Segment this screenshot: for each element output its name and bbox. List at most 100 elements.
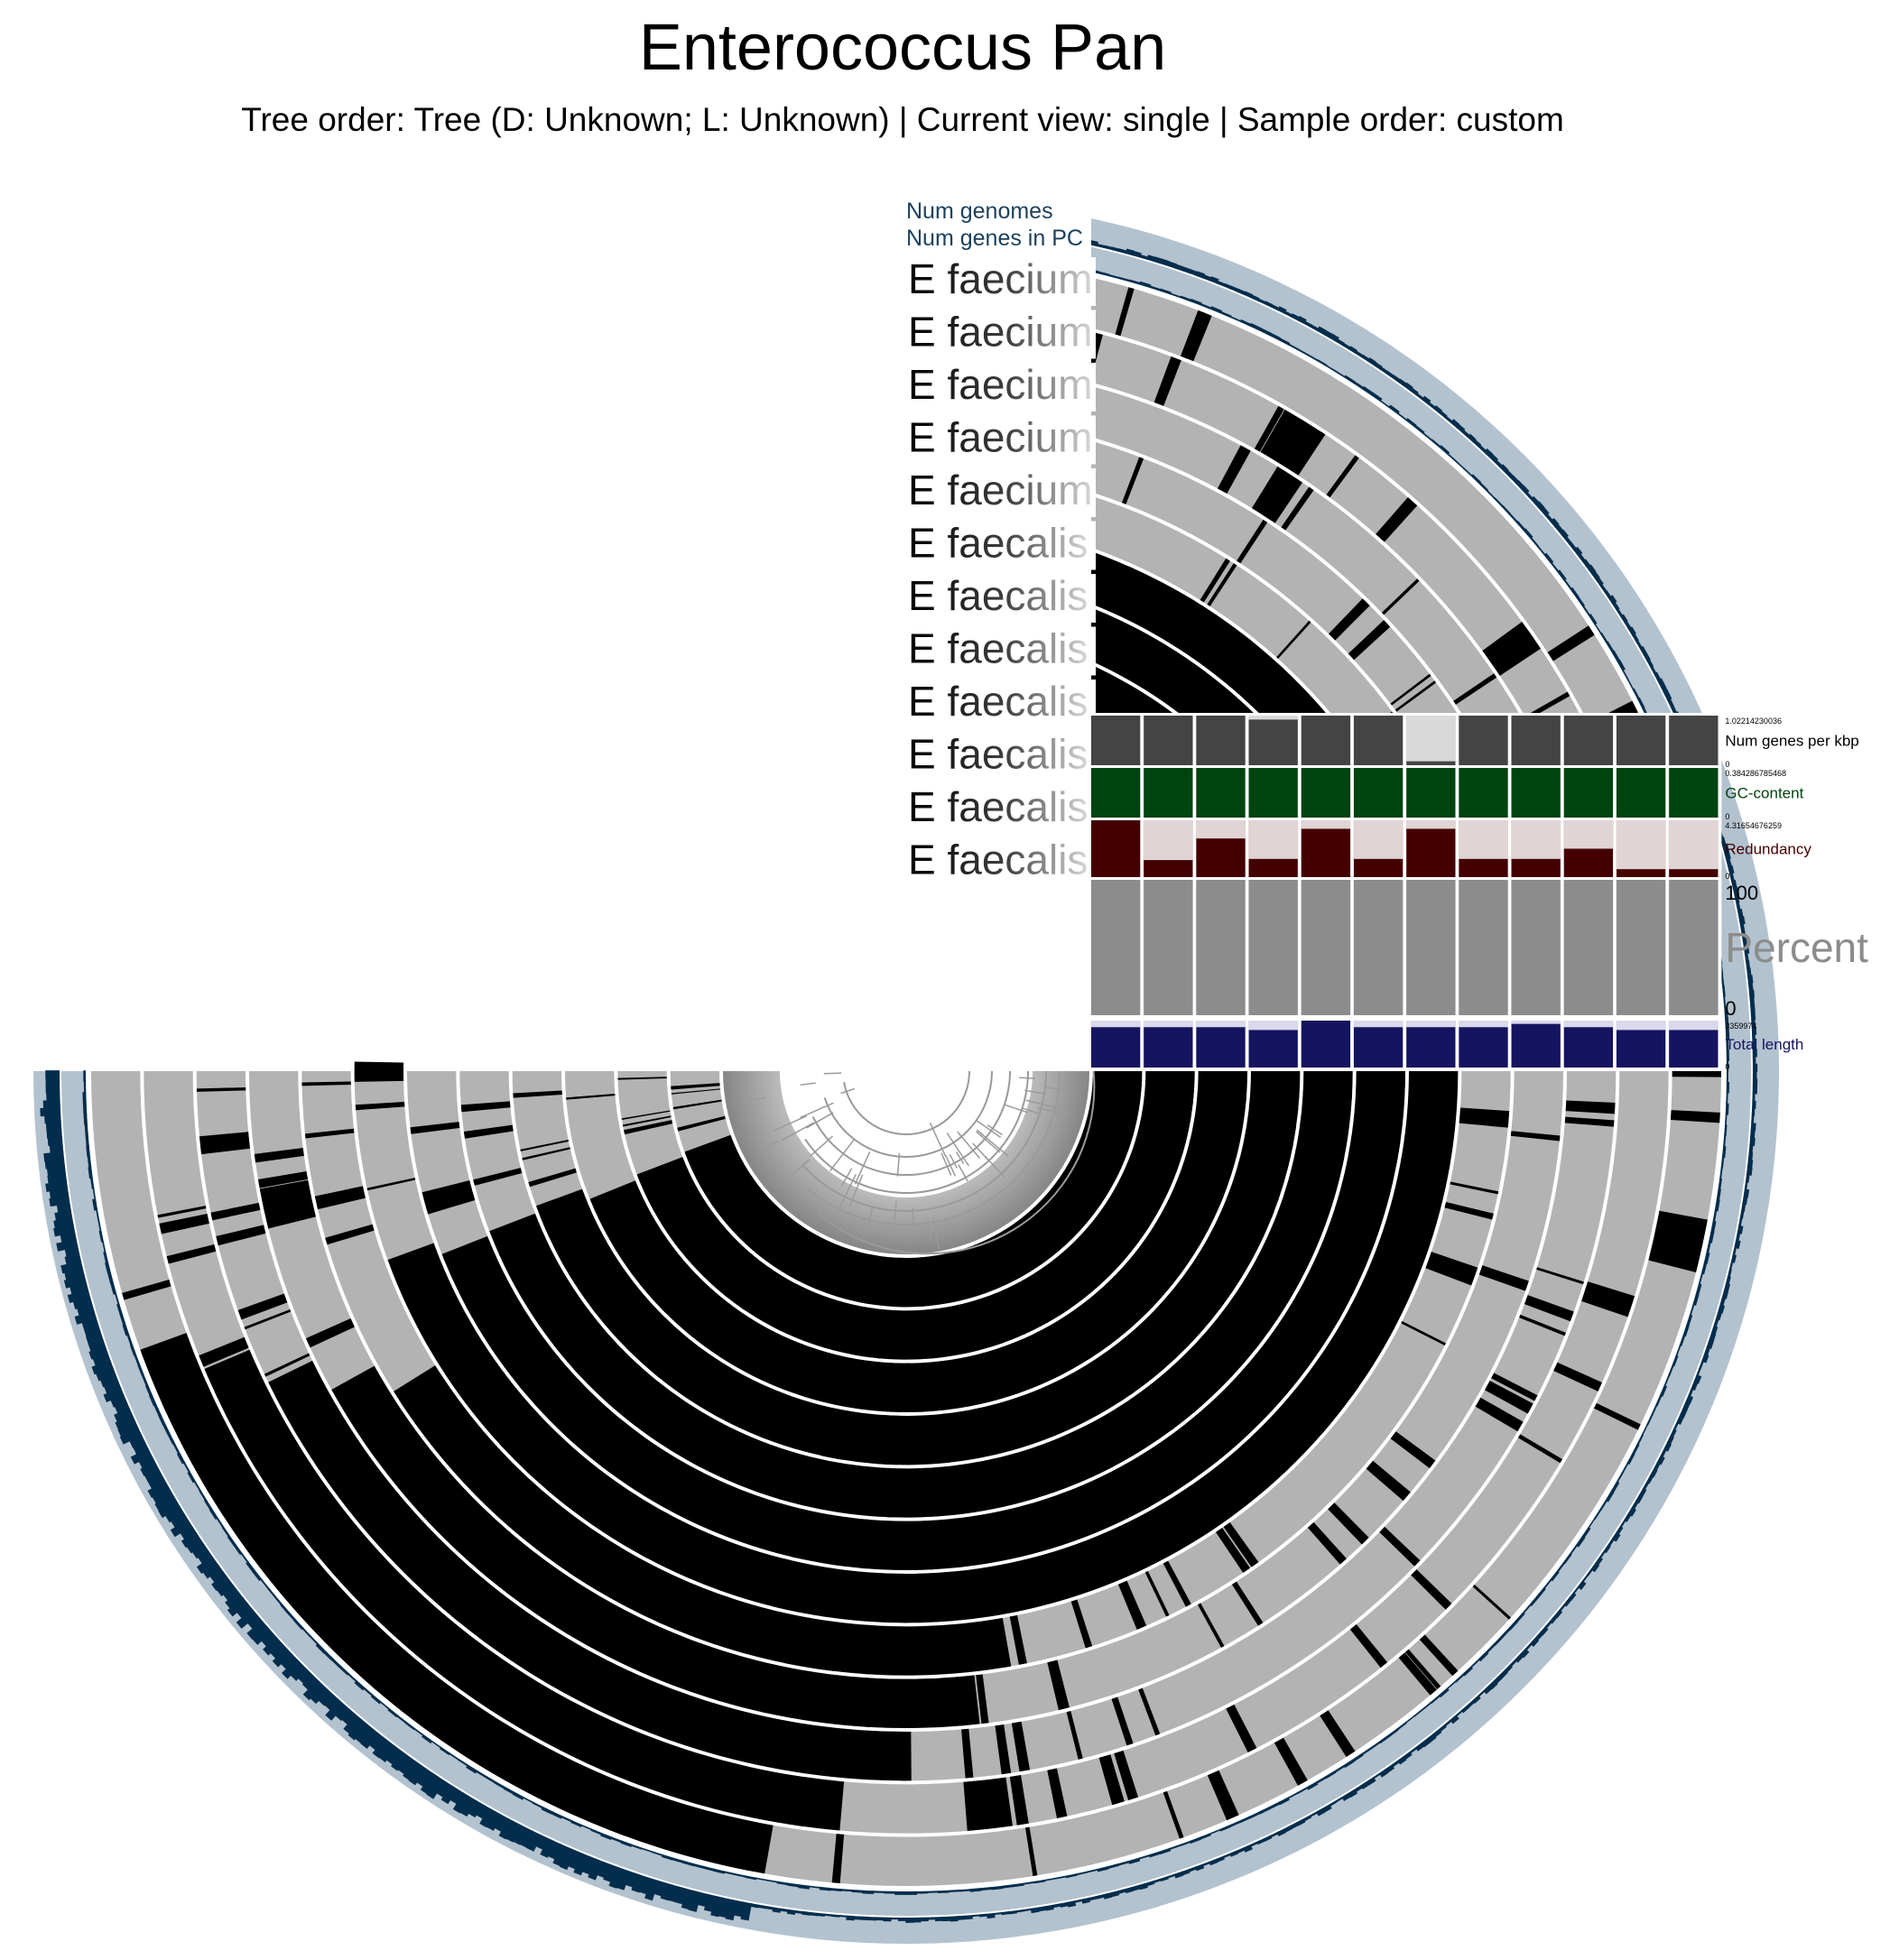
num-genomes-bar [1643, 652, 1651, 661]
percent-bar [1563, 880, 1613, 1015]
tree-leaf [854, 1151, 871, 1185]
presence-line [366, 1178, 416, 1191]
num-genes-bar [1169, 1844, 1181, 1850]
num-genes-bar [227, 1535, 236, 1547]
num-genes-bar [1724, 1124, 1728, 1137]
num-genomes-bar [77, 1303, 95, 1317]
num-genomes-bar [920, 1917, 929, 1922]
num-genomes-bar [846, 1915, 855, 1921]
presence-line [1011, 1721, 1031, 1772]
num-genomes-bar [1568, 1592, 1577, 1602]
num-genes-bar [157, 1413, 166, 1426]
presence-line [942, 1413, 951, 1463]
num-genomes-bar [1539, 1626, 1549, 1636]
presence-line [540, 1197, 588, 1222]
num-genomes-bar [1515, 1653, 1524, 1663]
num-genomes-bar [1494, 459, 1503, 468]
num-genomes-bar [1736, 901, 1741, 911]
presence-line [588, 1419, 640, 1474]
num-genes-bar [1315, 1776, 1328, 1784]
num-genomes-bar [905, 1917, 914, 1923]
num-genomes-bar [638, 1875, 652, 1895]
presence-line [553, 1315, 602, 1358]
num-genomes-bar [1322, 1804, 1332, 1813]
num-genomes-bar [147, 1481, 170, 1498]
num-genes-bar [1622, 670, 1629, 680]
presence-line [678, 1217, 719, 1251]
total-length-bar [1354, 1027, 1404, 1068]
presence-line [751, 1212, 785, 1252]
num-genomes-bar [1415, 393, 1424, 401]
presence-line [778, 1451, 796, 1501]
num-genes-bar [1605, 1490, 1615, 1502]
tree-leaf [975, 1119, 1002, 1139]
num-genomes-bar [1663, 1442, 1672, 1452]
num-genomes-bar [476, 1803, 490, 1819]
num-genomes-bar [1297, 316, 1307, 325]
presence-line [1163, 1370, 1200, 1411]
num-genomes-bar [1607, 595, 1617, 605]
num-genes-bar [600, 1832, 613, 1840]
num-genes-bar [641, 1847, 653, 1854]
num-genes-bar [83, 1081, 87, 1093]
presence-line [1066, 1710, 1083, 1760]
num-genomes-bar [1316, 326, 1327, 336]
num-genomes-bar [92, 1353, 111, 1366]
num-genomes-bar [1747, 1151, 1754, 1161]
num-genomes-bar [1654, 671, 1662, 681]
num-genomes-bar [165, 1506, 185, 1523]
num-genomes-bar [236, 1609, 258, 1629]
num-genomes-bar [1373, 1772, 1381, 1780]
redundancy-bar [1196, 838, 1246, 877]
presence-line [820, 1407, 851, 1460]
num-genomes-bar [40, 1107, 61, 1117]
num-genes-bar [1413, 424, 1425, 435]
presence-line [928, 1520, 933, 1570]
num-genes-bar [396, 1715, 407, 1724]
num-genes-bar [937, 1890, 950, 1894]
presence-line [1453, 673, 1497, 705]
num-genes-per-kbp-bar [1301, 716, 1350, 765]
presence-line [1281, 486, 1314, 531]
num-genomes-bar [1616, 608, 1624, 617]
presence-line [1033, 1268, 1070, 1317]
presence-line [1181, 310, 1212, 362]
num-genes-bar [1725, 1114, 1728, 1126]
num-genomes-bar [1638, 1487, 1647, 1498]
num-genomes-bar [1329, 333, 1339, 343]
num-genomes-bar [1409, 387, 1419, 396]
num-genomes-bar [1499, 464, 1509, 474]
num-genes-bar [82, 1092, 87, 1104]
num-genes-per-kbp-bar [1406, 761, 1456, 765]
num-genes-bar [1726, 1071, 1728, 1083]
presence-line [1117, 1580, 1147, 1630]
num-genomes-bar [1573, 546, 1583, 557]
num-genes-bar [240, 1552, 249, 1564]
presence-line [257, 1171, 309, 1188]
num-genes-bar [1288, 343, 1300, 351]
percent-bar [1248, 880, 1298, 1015]
num-genomes-bar [479, 1807, 496, 1828]
num-genomes-bar [1188, 1866, 1197, 1872]
presence-line [697, 1421, 723, 1467]
num-genomes-bar [1718, 1304, 1726, 1314]
num-genomes-bar [1657, 678, 1666, 688]
gc-content-bar [1669, 768, 1719, 818]
num-genes-bar [1012, 1882, 1024, 1888]
num-genes-bar [1127, 1857, 1141, 1864]
num-genes-bar [431, 1740, 442, 1749]
num-genomes-bar [1752, 1078, 1758, 1087]
presence-line [1216, 1528, 1251, 1573]
num-genes-bar [1530, 537, 1540, 548]
presence-line [522, 1147, 570, 1160]
num-genes-bar [404, 1721, 416, 1731]
num-genomes-bar [1409, 1747, 1417, 1754]
presence-line [735, 1658, 756, 1708]
num-genomes-bar [1483, 1685, 1493, 1695]
num-genomes-bar [971, 1914, 980, 1918]
presence-line [1519, 1314, 1566, 1336]
presence-line [423, 1314, 470, 1345]
num-genes-bar [1508, 513, 1518, 523]
presence-line [542, 1205, 591, 1230]
num-genomes-bar [1672, 1421, 1679, 1431]
